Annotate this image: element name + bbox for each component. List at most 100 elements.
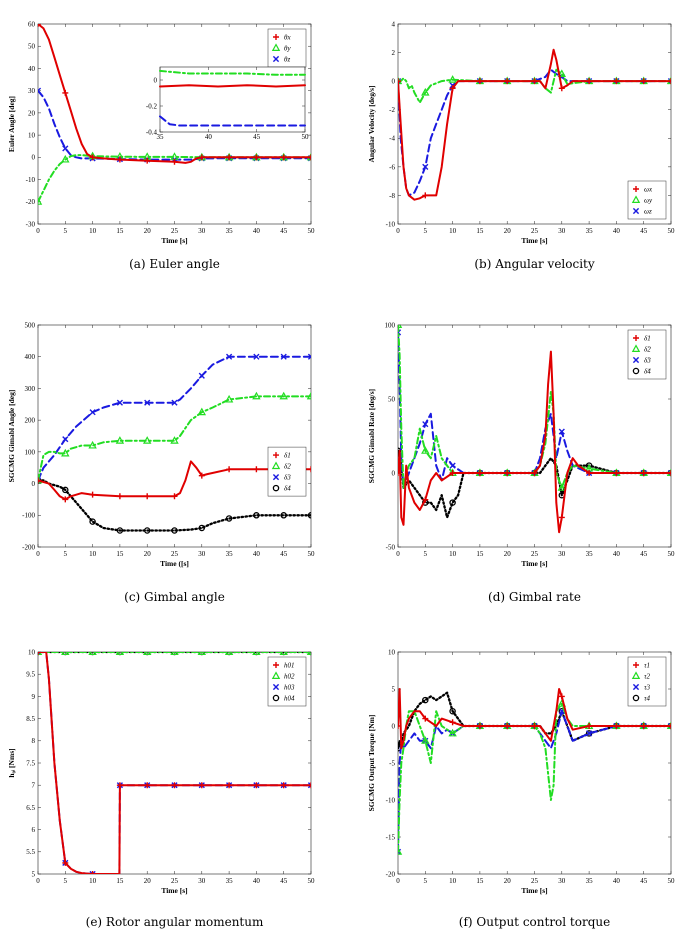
chart-d-data-point <box>398 329 402 336</box>
chart-d-data-point <box>398 470 401 476</box>
chart-c-data-point <box>143 527 151 534</box>
chart-b-x-tick-label: 20 <box>504 227 512 235</box>
chart-a-x-axis-label: Time [s] <box>161 236 187 245</box>
chart-e-data-point <box>61 652 70 655</box>
chart-b-data-point <box>449 85 456 92</box>
chart-e-data-point <box>89 870 96 874</box>
chart-c-legend-marker <box>272 474 280 481</box>
chart-b-data-point <box>557 69 567 77</box>
chart-d-x-tick-label: 0 <box>396 550 400 558</box>
chart-c-data-point <box>198 524 206 532</box>
chart-a-data-point <box>144 157 151 164</box>
chart-a-legend-entry: θz <box>284 56 290 64</box>
chart-b-y-tick-label: -8 <box>389 192 395 200</box>
chart-b-legend-marker <box>631 195 641 203</box>
chart-a-y-tick-label: -30 <box>26 220 36 228</box>
chart-f-data-point <box>448 728 457 737</box>
chart-a-x-tick-label: 35 <box>226 227 234 235</box>
chart-a-data-point <box>61 154 70 163</box>
chart-f-y-tick-label: 0 <box>392 722 396 730</box>
chart-a-inset-y-tick-label: 0 <box>154 76 158 84</box>
chart-e-y-tick-label: 5 <box>32 870 36 878</box>
chart-e-y-tick-label: 6 <box>32 826 36 834</box>
chart-b-data-point <box>640 78 647 85</box>
chart-e-data-point <box>38 652 42 656</box>
chart-e-data-point <box>226 782 233 789</box>
chart-d-x-tick-label: 45 <box>640 550 648 558</box>
chart-b-x-tick-label: 35 <box>586 227 594 235</box>
chart-f-caption: (f) Output control torque <box>459 915 610 929</box>
chart-b-y-axis-label: Angular Velocity [deg/s] <box>367 86 376 163</box>
chart-e-y-tick-label: 6.5 <box>26 804 35 812</box>
chart-d-data-point <box>558 514 565 521</box>
chart-d-legend-marker <box>633 335 639 341</box>
chart-b-data-point <box>531 78 538 85</box>
chart-e-data-point <box>170 652 179 655</box>
chart-f-y-tick-label: -10 <box>386 796 396 804</box>
chart-a-y-tick-label: 20 <box>28 109 36 117</box>
chart-a-legend: θx θy θz <box>267 28 307 68</box>
chart-b-y-tick-label: 2 <box>392 49 396 57</box>
chart-e-x-tick-label: 25 <box>171 877 179 885</box>
chart-a-y-tick-label: 50 <box>28 43 36 51</box>
chart-b-data-point <box>613 78 620 85</box>
chart-e-x-tick-label: 15 <box>116 877 124 885</box>
chart-f-x-tick-label: 15 <box>476 877 484 885</box>
chart-e-data-point <box>307 782 311 789</box>
chart-e-x-tick-label: 5 <box>64 877 68 885</box>
chart-d-x-tick-label: 50 <box>668 550 676 558</box>
chart-c-data-point <box>252 391 261 400</box>
chart-c-x-axis-label: Time ([s] <box>160 559 189 568</box>
chart-a-y-tick-label: -10 <box>26 176 36 184</box>
chart-c-x-tick-label: 35 <box>226 550 234 558</box>
chart-c-legend: δ1 δ2 δ3 δ4 <box>267 446 307 497</box>
chart-b-x-tick-label: 50 <box>668 227 676 235</box>
chart-e-y-tick-label: 7 <box>32 782 36 790</box>
chart-f-legend-entry: τ1 <box>644 662 650 670</box>
chart-c-y-tick-label: 200 <box>25 417 36 425</box>
chart-e-x-tick-label: 0 <box>36 877 40 885</box>
chart-f-x-tick-label: 50 <box>668 877 676 885</box>
chart-c-data-point <box>224 394 234 403</box>
chart-f-legend-marker <box>631 671 641 679</box>
chart-b-series-group <box>398 48 671 201</box>
chart-e-data-point <box>279 652 288 655</box>
chart-a-inset: 35 40 45 50 -0.4 -0.2 0 <box>146 66 310 141</box>
chart-c-data-point <box>61 448 70 457</box>
chart-c-x-tick-label: 50 <box>308 550 316 558</box>
chart-f-legend-marker <box>632 683 640 691</box>
chart-f-y-tick-label: -5 <box>389 759 395 767</box>
chart-a-x-tick-label: 5 <box>64 227 68 235</box>
chart-d-x-tick-label: 10 <box>449 550 457 558</box>
chart-panel-b: 0 5 10 15 20 25 30 35 40 45 50 -10 -8 -6 -4 -2 0 2 4 Time [… <box>367 20 675 245</box>
chart-a-inset-y-tick-label: -0.4 <box>146 128 158 136</box>
chart-e-legend-entry: h04 <box>284 695 295 703</box>
chart-d-data-point <box>449 462 456 469</box>
chart-c-data-point <box>89 518 96 525</box>
chart-a-inset-x-tick-label: 50 <box>302 133 310 141</box>
chart-b-x-tick-label: 25 <box>531 227 539 235</box>
chart-a-legend-entry: θx <box>284 34 291 42</box>
chart-f-data-point <box>421 736 430 744</box>
chart-c-data-point <box>88 440 97 449</box>
chart-b-y-tick-label: -6 <box>389 163 395 171</box>
chart-e-data-point <box>144 782 151 789</box>
chart-c-data-point <box>306 391 311 400</box>
chart-e-legend-entry: h02 <box>284 673 295 681</box>
chart-d-x-tick-label: 40 <box>613 550 621 558</box>
chart-d-data-point <box>476 470 483 476</box>
chart-d-data-point <box>504 470 511 476</box>
chart-c-y-tick-label: 400 <box>25 353 36 361</box>
chart-f-x-tick-label: 30 <box>558 877 566 885</box>
chart-e-data-point <box>308 782 311 789</box>
chart-e-data-point <box>198 782 205 789</box>
chart-c-legend-marker <box>273 452 279 459</box>
chart-b-data-point <box>448 75 457 83</box>
chart-b-data-point <box>421 87 430 96</box>
chart-c-legend-entry: δ3 <box>284 474 291 482</box>
chart-d-data-point <box>668 470 671 476</box>
chart-f-legend-entry: τ2 <box>644 673 651 681</box>
chart-f-data-point <box>668 723 671 729</box>
chart-e-x-tick-label: 10 <box>89 877 97 885</box>
chart-d-data-point <box>449 470 456 476</box>
